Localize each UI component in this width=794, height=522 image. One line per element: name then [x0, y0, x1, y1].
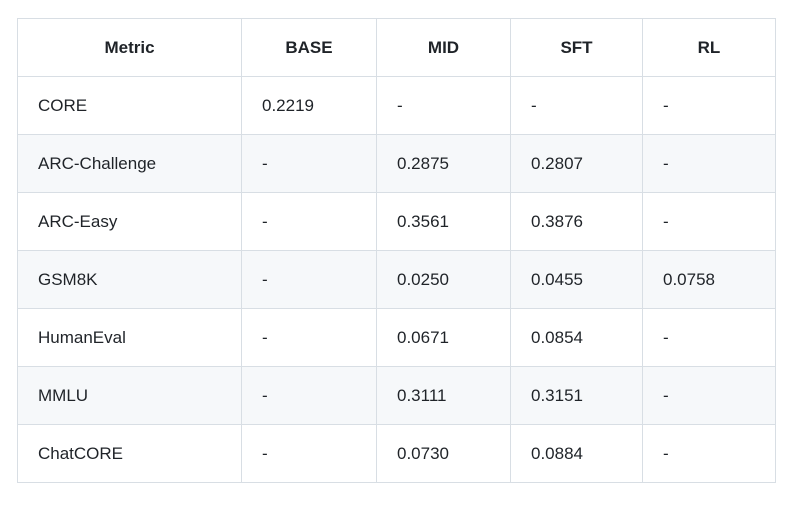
table-row: CORE 0.2219- - -	[17, 76, 776, 135]
table-row: ARC-Challenge -0.2875 0.2807-	[17, 134, 776, 193]
value-cell: -	[510, 76, 643, 135]
value-cell: 0.0884	[510, 424, 643, 483]
value-cell: -	[642, 366, 776, 425]
value-cell: 0.0854	[510, 308, 643, 367]
value-cell: -	[241, 192, 377, 251]
value-cell: -	[376, 76, 511, 135]
metric-cell: GSM8K	[17, 250, 242, 309]
column-header-base: BASE	[241, 18, 377, 77]
value-cell: 0.3151	[510, 366, 643, 425]
table-row: GSM8K -0.0250 0.0455 0.0758	[17, 250, 776, 309]
value-cell: 0.0730	[376, 424, 511, 483]
value-cell: 0.3561	[376, 192, 511, 251]
value-cell: -	[241, 366, 377, 425]
column-header-sft: SFT	[510, 18, 643, 77]
metric-cell: ARC-Easy	[17, 192, 242, 251]
table-header: Metric BASE MID SFT RL	[17, 18, 776, 77]
metric-cell: ChatCORE	[17, 424, 242, 483]
value-cell: -	[241, 134, 377, 193]
table-row: ChatCORE -0.0730 0.0884-	[17, 424, 776, 483]
column-header-mid: MID	[376, 18, 511, 77]
value-cell: 0.3876	[510, 192, 643, 251]
table-row: MMLU -0.3111 0.3151-	[17, 366, 776, 425]
table-row: HumanEval -0.0671 0.0854-	[17, 308, 776, 367]
value-cell: 0.2875	[376, 134, 511, 193]
metric-cell: MMLU	[17, 366, 242, 425]
value-cell: -	[642, 134, 776, 193]
metric-cell: CORE	[17, 76, 242, 135]
value-cell: 0.2219	[241, 76, 377, 135]
metric-cell: ARC-Challenge	[17, 134, 242, 193]
value-cell: 0.0758	[642, 250, 776, 309]
value-cell: -	[241, 308, 377, 367]
column-header-metric: Metric	[17, 18, 242, 77]
table-body: CORE 0.2219- - - ARC-Challenge -0.2875 0.2807-…	[17, 76, 776, 483]
value-cell: 0.2807	[510, 134, 643, 193]
value-cell: -	[642, 424, 776, 483]
value-cell: -	[642, 76, 776, 135]
value-cell: 0.0455	[510, 250, 643, 309]
header-row: Metric BASE MID SFT RL	[17, 18, 776, 77]
metrics-table-container: Metric BASE MID SFT RL CORE 0.2219- - - ARC-…	[17, 18, 776, 483]
value-cell: 0.0671	[376, 308, 511, 367]
value-cell: 0.0250	[376, 250, 511, 309]
value-cell: -	[642, 192, 776, 251]
value-cell: -	[642, 308, 776, 367]
table-row: ARC-Easy -0.3561 0.3876-	[17, 192, 776, 251]
value-cell: -	[241, 250, 377, 309]
column-header-rl: RL	[642, 18, 776, 77]
metric-cell: HumanEval	[17, 308, 242, 367]
metrics-table: Metric BASE MID SFT RL CORE 0.2219- - - ARC-…	[17, 18, 776, 483]
value-cell: -	[241, 424, 377, 483]
value-cell: 0.3111	[376, 366, 511, 425]
